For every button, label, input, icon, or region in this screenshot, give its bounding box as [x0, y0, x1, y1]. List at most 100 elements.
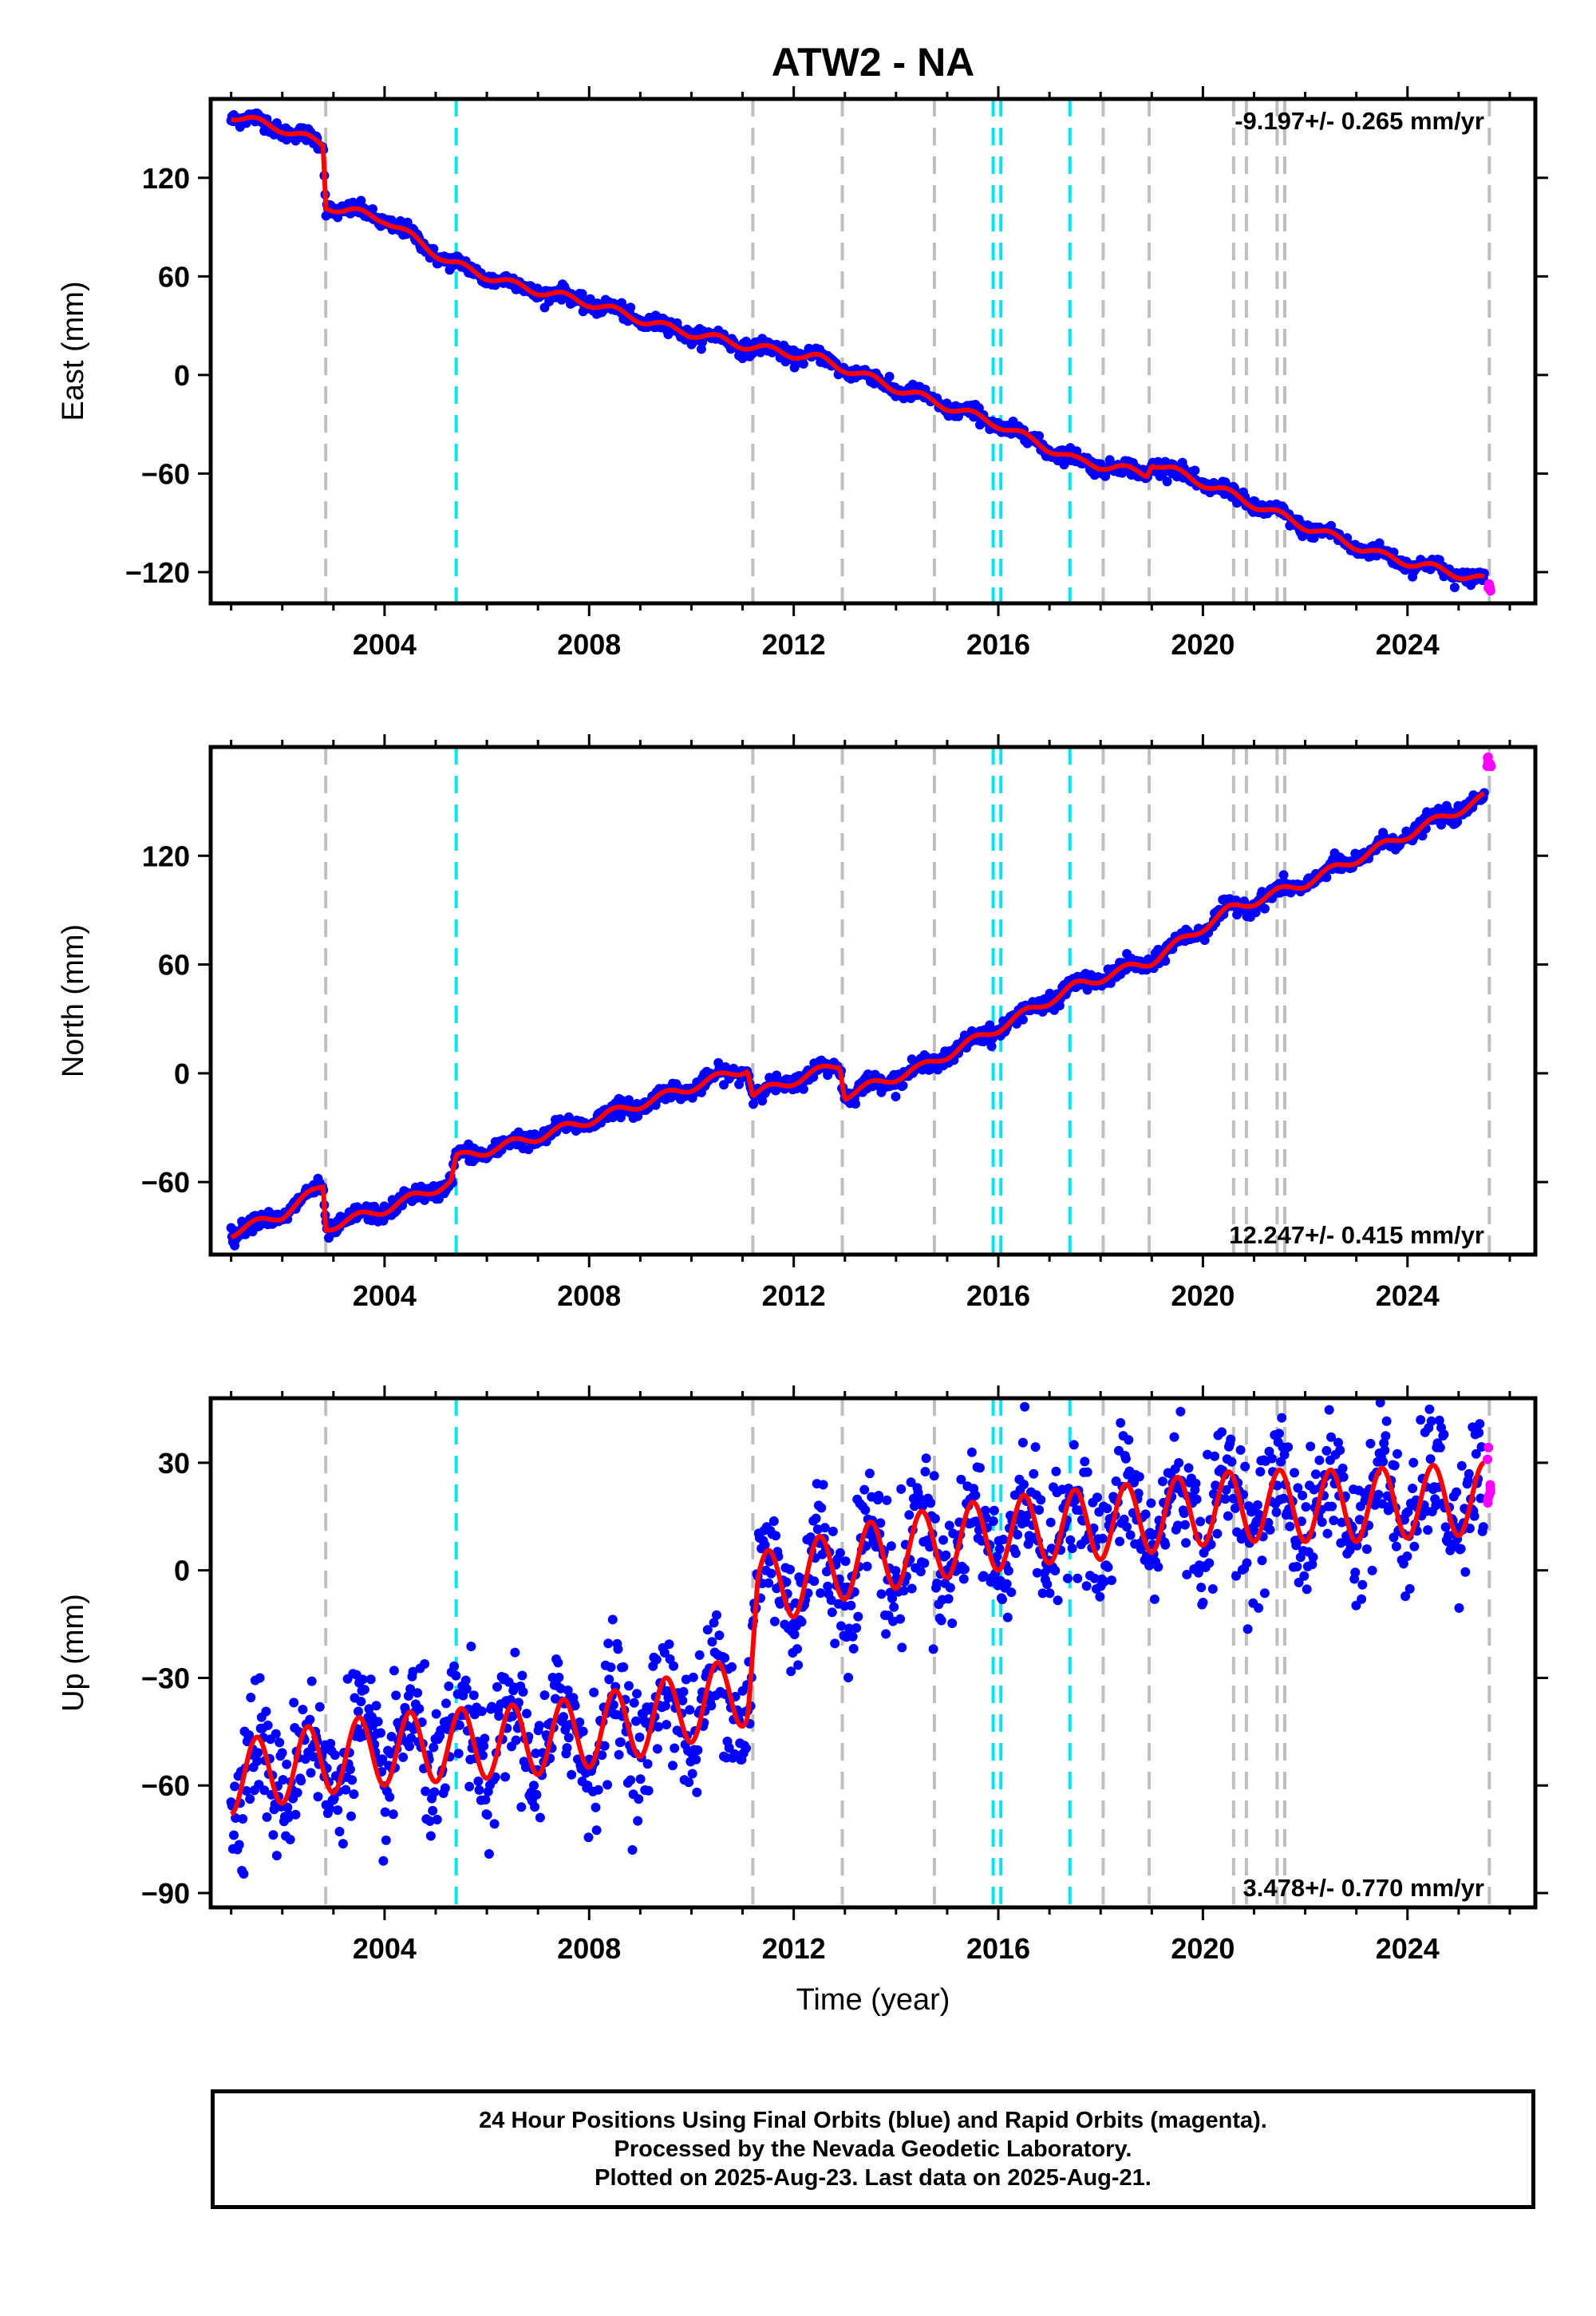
final-orbit-point	[906, 1477, 916, 1488]
final-orbit-point	[241, 1786, 251, 1796]
final-orbit-point	[1153, 1562, 1163, 1572]
final-orbit-point	[356, 1697, 366, 1707]
final-orbit-point	[1227, 1456, 1237, 1467]
final-orbit-point	[428, 1805, 438, 1816]
final-orbit-point	[918, 1501, 928, 1512]
final-orbit-point	[851, 1622, 862, 1633]
final-orbit-point	[431, 1709, 441, 1719]
final-orbit-point	[1146, 1498, 1156, 1508]
final-orbit-point	[494, 1711, 504, 1721]
final-orbit-point	[563, 1733, 574, 1743]
final-orbit-point	[1103, 1562, 1113, 1572]
final-orbit-point	[505, 1694, 516, 1705]
final-orbit-point	[593, 1784, 603, 1795]
final-orbit-point	[1182, 1570, 1192, 1579]
final-orbit-point	[516, 1802, 527, 1812]
final-orbit-point	[1180, 1520, 1190, 1530]
final-orbit-point	[449, 1661, 460, 1671]
final-orbit-point	[614, 1749, 624, 1760]
rate-annotation: 12.247+/- 0.415 mm/yr	[1229, 1221, 1484, 1249]
final-orbit-point	[643, 1785, 654, 1796]
final-orbit-point	[1006, 1587, 1017, 1598]
final-orbit-point	[836, 1621, 846, 1631]
final-orbit-point	[691, 1754, 701, 1765]
final-orbit-point	[651, 1654, 662, 1665]
final-orbit-point	[1306, 1441, 1316, 1452]
final-orbit-point	[956, 1474, 966, 1484]
final-orbit-point	[534, 1721, 544, 1731]
final-orbit-point	[1100, 1576, 1109, 1587]
final-orbit-point	[688, 1672, 698, 1682]
final-orbit-point	[1102, 1504, 1112, 1514]
final-orbit-point	[583, 1832, 594, 1843]
y-tick-label: −90	[141, 1877, 190, 1910]
x-tick-label: 2008	[557, 628, 621, 661]
final-orbit-point	[1474, 1428, 1484, 1438]
final-orbit-point	[828, 1526, 838, 1536]
final-orbit-point	[978, 1571, 989, 1581]
final-orbit-point	[1298, 1490, 1308, 1500]
final-orbit-point	[441, 1698, 451, 1709]
x-tick-label: 2004	[353, 1932, 417, 1965]
final-orbit-point	[1299, 1571, 1310, 1581]
x-tick-label: 2012	[762, 1932, 826, 1965]
final-orbit-points	[226, 108, 1489, 592]
final-orbit-point	[1133, 1488, 1144, 1499]
final-orbit-point	[1050, 1566, 1061, 1575]
final-orbit-point	[970, 1490, 981, 1500]
final-orbit-point	[1257, 1555, 1267, 1566]
final-orbit-point	[1324, 1405, 1334, 1415]
final-orbit-point	[898, 1081, 908, 1091]
final-orbit-point	[975, 1463, 985, 1473]
final-orbit-point	[377, 1754, 388, 1765]
final-orbit-point	[1221, 1484, 1231, 1495]
final-orbit-point	[1402, 1551, 1412, 1561]
final-orbit-point	[624, 1681, 634, 1691]
final-orbit-point	[693, 1745, 703, 1755]
final-orbit-point	[1069, 1440, 1079, 1450]
final-orbit-point	[887, 1593, 897, 1603]
final-orbit-point	[480, 1795, 491, 1805]
final-orbit-point	[405, 1741, 414, 1752]
final-orbit-point	[238, 1814, 248, 1824]
final-orbit-point	[563, 1686, 573, 1695]
final-orbit-point	[1381, 1416, 1392, 1426]
plot-area	[226, 1398, 1495, 1907]
final-orbit-point	[500, 1772, 511, 1782]
final-orbit-point	[632, 1689, 642, 1699]
final-orbit-point	[891, 1566, 901, 1576]
x-tick-label: 2008	[557, 1279, 621, 1312]
final-orbit-point	[1019, 1480, 1029, 1489]
final-orbit-point	[354, 1706, 363, 1717]
final-orbit-point	[1232, 1527, 1242, 1537]
final-orbit-point	[664, 1639, 674, 1650]
final-orbit-point	[364, 1704, 374, 1714]
final-orbit-point	[1124, 1435, 1134, 1445]
final-orbit-point	[948, 1528, 958, 1539]
final-orbit-point	[793, 1660, 804, 1670]
final-orbit-point	[1321, 872, 1332, 883]
final-orbit-point	[246, 1693, 256, 1702]
final-orbit-point	[510, 1647, 520, 1658]
final-orbit-point	[669, 1661, 679, 1671]
final-orbit-point	[613, 1644, 623, 1654]
final-orbit-point	[591, 1825, 602, 1836]
final-orbit-point	[1293, 1483, 1303, 1493]
final-orbit-point	[539, 1690, 550, 1701]
final-orbit-point	[520, 1762, 531, 1773]
final-orbit-point	[696, 344, 706, 354]
final-orbit-point	[992, 1551, 1002, 1562]
final-orbit-point	[1097, 1533, 1108, 1543]
final-orbit-point	[282, 1759, 292, 1769]
final-orbit-point	[1045, 1517, 1056, 1528]
plot-frame	[208, 745, 1538, 1257]
final-orbit-point	[391, 1690, 401, 1701]
final-orbit-point	[635, 1774, 646, 1784]
y-tick-label: 60	[158, 260, 190, 293]
final-orbit-point	[1336, 1538, 1346, 1548]
final-orbit-point	[1063, 1573, 1073, 1583]
final-orbit-point	[1266, 1453, 1277, 1464]
final-orbit-point	[789, 1630, 800, 1639]
final-orbit-point	[1042, 1579, 1053, 1590]
final-orbit-point	[1010, 1548, 1021, 1559]
